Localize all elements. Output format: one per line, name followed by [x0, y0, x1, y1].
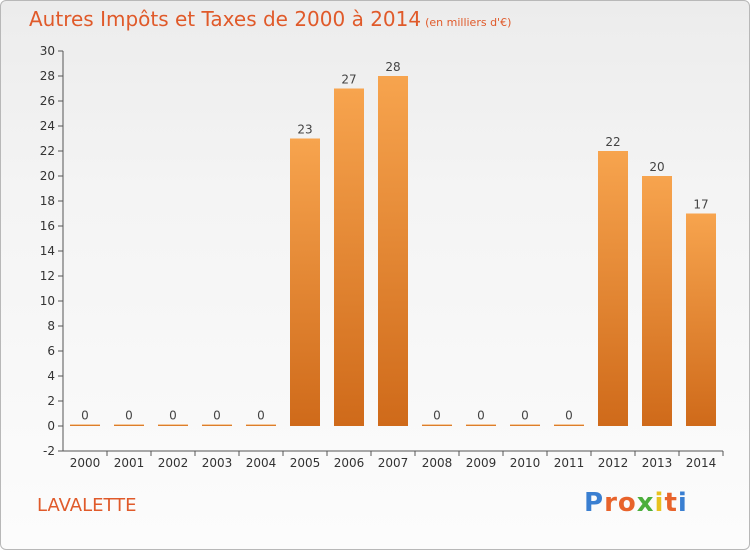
y-tick-label: 10 [40, 294, 55, 308]
x-tick-label: 2000 [70, 456, 101, 470]
data-label: 28 [385, 60, 400, 74]
data-label: 0 [81, 409, 89, 423]
y-tick-label: 24 [40, 119, 55, 133]
x-tick-label: 2005 [290, 456, 321, 470]
y-tick-label: 26 [40, 94, 55, 108]
bar [334, 88, 364, 426]
y-tick-label: 22 [40, 144, 55, 158]
data-label: 17 [693, 198, 708, 212]
bar [158, 424, 188, 426]
bar [378, 76, 408, 426]
x-tick-label: 2006 [334, 456, 365, 470]
data-label: 0 [521, 409, 529, 423]
x-tick-label: 2010 [510, 456, 541, 470]
y-tick-label: 20 [40, 169, 55, 183]
y-tick-label: 4 [47, 369, 55, 383]
x-tick-label: 2009 [466, 456, 497, 470]
x-tick-label: 2002 [158, 456, 189, 470]
data-label: 27 [341, 73, 356, 87]
data-label: 0 [477, 409, 485, 423]
bar [246, 424, 276, 426]
y-tick-label: 0 [47, 419, 55, 433]
data-label: 0 [433, 409, 441, 423]
bar [642, 176, 672, 426]
y-tick-label: 14 [40, 244, 55, 258]
bar [554, 424, 584, 426]
data-label: 0 [257, 409, 265, 423]
logo-letter: x [636, 488, 655, 518]
data-label: 0 [213, 409, 221, 423]
bar [70, 424, 100, 426]
title-text: Autres Impôts et Taxes de 2000 à 2014 [29, 7, 422, 31]
x-tick-label: 2013 [642, 456, 673, 470]
title-unit: (en milliers d'€) [425, 16, 512, 29]
y-tick-label: 12 [40, 269, 55, 283]
logo-letter: i [654, 488, 665, 518]
bar [114, 424, 144, 426]
x-tick-label: 2007 [378, 456, 409, 470]
y-tick-label: 8 [47, 319, 55, 333]
data-label: 23 [297, 123, 312, 137]
proxiti-logo: Proxiti [584, 488, 688, 518]
y-tick-label: -2 [43, 444, 55, 458]
logo-letter: r [604, 488, 618, 518]
x-tick-label: 2004 [246, 456, 277, 470]
data-label: 0 [169, 409, 177, 423]
x-tick-label: 2014 [686, 456, 717, 470]
bar [598, 151, 628, 426]
y-tick-label: 16 [40, 219, 55, 233]
commune-name: LAVALETTE [37, 495, 137, 516]
bar [422, 424, 452, 426]
x-tick-label: 2011 [554, 456, 585, 470]
bar [202, 424, 232, 426]
x-tick-label: 2003 [202, 456, 233, 470]
y-tick-label: 2 [47, 394, 55, 408]
y-tick-label: 28 [40, 69, 55, 83]
logo-letter: P [584, 488, 605, 518]
y-tick-label: 18 [40, 194, 55, 208]
logo-letter: t [664, 488, 678, 518]
x-tick-label: 2001 [114, 456, 145, 470]
data-label: 0 [125, 409, 133, 423]
bar [290, 138, 320, 426]
data-label: 0 [565, 409, 573, 423]
logo-letter: o [617, 488, 637, 518]
y-tick-label: 30 [40, 44, 55, 58]
data-label: 20 [649, 160, 664, 174]
bar [510, 424, 540, 426]
bar [686, 213, 716, 426]
logo-letter: i [677, 488, 688, 518]
chart-title: Autres Impôts et Taxes de 2000 à 2014 (en… [29, 7, 511, 31]
x-tick-label: 2012 [598, 456, 629, 470]
data-label: 22 [605, 135, 620, 149]
x-tick-label: 2008 [422, 456, 453, 470]
y-tick-label: 6 [47, 344, 55, 358]
bar [466, 424, 496, 426]
